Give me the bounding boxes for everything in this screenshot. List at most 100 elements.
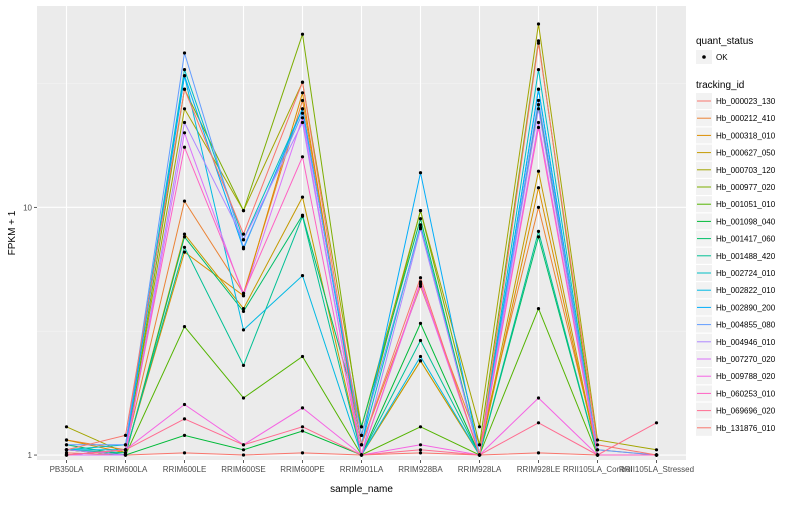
data-point xyxy=(300,429,305,433)
data-point xyxy=(241,232,246,236)
data-point xyxy=(536,39,541,43)
x-tick-label: PB350LA xyxy=(50,465,84,474)
data-point xyxy=(418,276,423,280)
data-point xyxy=(182,131,187,135)
data-point xyxy=(536,87,541,91)
legend-label-tracking-id: Hb_001098_040 xyxy=(716,217,776,226)
data-point xyxy=(654,453,659,457)
legend-label-tracking-id: Hb_001488_420 xyxy=(716,252,776,261)
legend-quant-status: quant_status OK xyxy=(696,36,753,64)
data-point xyxy=(418,284,423,288)
data-point xyxy=(536,169,541,173)
data-point xyxy=(182,145,187,149)
data-point xyxy=(123,443,128,447)
data-point xyxy=(300,120,305,125)
data-point xyxy=(300,80,305,84)
legend-label-tracking-id: Hb_009788_020 xyxy=(716,372,776,381)
data-point xyxy=(418,171,423,175)
legend-label-tracking-id: Hb_001417_060 xyxy=(716,235,776,244)
data-point xyxy=(418,338,423,343)
data-point xyxy=(300,116,305,120)
data-point xyxy=(359,425,364,429)
data-point xyxy=(418,280,423,284)
data-point xyxy=(241,291,246,295)
x-tick-label: RRIM928LA xyxy=(458,465,502,474)
data-point xyxy=(595,438,600,442)
data-point xyxy=(418,282,423,286)
data-point xyxy=(182,107,187,111)
y-tick-label: 10 xyxy=(23,203,32,212)
data-point xyxy=(182,250,187,254)
x-tick-label: RRIM600LE xyxy=(163,465,207,474)
data-point xyxy=(418,354,423,359)
data-point xyxy=(418,448,423,452)
legend-label-tracking-id: Hb_000212_410 xyxy=(716,114,776,123)
y-axis-ticks: 1 10 xyxy=(23,203,37,460)
x-tick-label: RRII105LA_Control xyxy=(563,465,633,474)
data-point xyxy=(595,443,600,447)
data-point xyxy=(418,451,423,455)
data-point xyxy=(241,453,246,457)
data-point xyxy=(182,232,187,236)
data-point xyxy=(182,74,187,78)
data-point xyxy=(418,217,423,221)
data-point xyxy=(64,443,69,447)
legend-tracking-id: tracking_id Hb_000023_130 Hb_000212_410 Hb_… xyxy=(696,80,776,436)
legend-label-tracking-id: Hb_000023_130 xyxy=(716,97,776,106)
legend-title-tracking-id: tracking_id xyxy=(696,80,744,91)
data-point xyxy=(64,453,69,457)
x-tick-label: RRII105LA_Stressed xyxy=(619,465,694,474)
data-point xyxy=(536,186,541,190)
data-point xyxy=(595,453,600,457)
data-point xyxy=(654,448,659,452)
legend-label-tracking-id: Hb_069696_020 xyxy=(716,407,776,416)
data-point xyxy=(300,451,305,455)
legend-point-key xyxy=(702,55,706,59)
data-point xyxy=(418,227,423,231)
data-point xyxy=(654,421,659,425)
data-point xyxy=(418,321,423,325)
legend-label-tracking-id: Hb_000318_010 xyxy=(716,131,776,140)
data-point xyxy=(182,235,187,239)
data-point xyxy=(418,443,423,447)
data-point xyxy=(536,396,541,400)
series-points xyxy=(64,22,659,457)
legend-label-tracking-id: Hb_000627_050 xyxy=(716,149,776,158)
data-point xyxy=(182,68,187,72)
data-point xyxy=(241,448,246,452)
data-point xyxy=(359,433,364,437)
x-tick-label: RRIM600PE xyxy=(280,465,324,474)
data-point xyxy=(418,425,423,429)
data-point xyxy=(300,91,305,95)
data-point xyxy=(182,199,187,203)
data-point xyxy=(241,443,246,447)
x-tick-label: RRIM600SE xyxy=(221,465,265,474)
data-point xyxy=(536,229,541,233)
data-point xyxy=(536,22,541,26)
data-point xyxy=(241,245,246,249)
y-axis-title: FPKM + 1 xyxy=(7,210,18,255)
data-point xyxy=(536,98,541,103)
legend-label-tracking-id: Hb_007270_020 xyxy=(716,355,776,364)
data-point xyxy=(595,448,600,452)
legend-title-quant-status: quant_status xyxy=(696,36,753,47)
data-point xyxy=(182,451,187,455)
data-point xyxy=(241,363,246,367)
data-point xyxy=(182,433,187,437)
data-point xyxy=(241,396,246,400)
data-point xyxy=(300,274,305,278)
data-point xyxy=(64,438,69,442)
data-point xyxy=(300,32,305,36)
legend-label-tracking-id: Hb_004946_010 xyxy=(716,338,776,347)
data-point xyxy=(182,245,187,249)
data-point xyxy=(300,354,305,359)
data-point xyxy=(123,448,128,452)
data-point xyxy=(241,238,246,242)
data-point xyxy=(300,214,305,218)
legend-label-tracking-id: Hb_131876_010 xyxy=(716,424,776,433)
data-point xyxy=(300,107,305,111)
data-point xyxy=(182,325,187,329)
data-point xyxy=(241,294,246,298)
